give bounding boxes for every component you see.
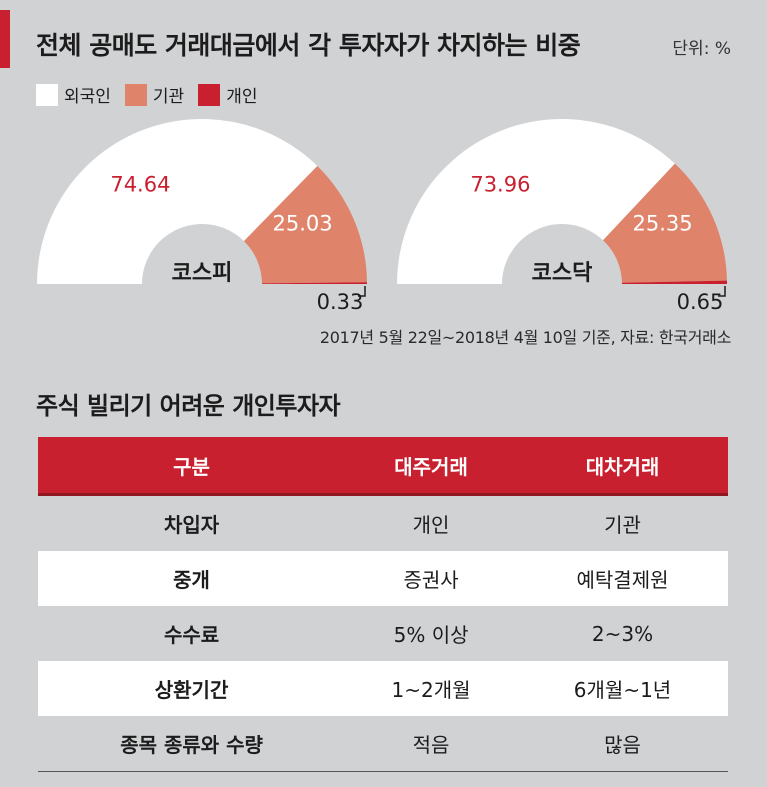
- legend: 외국인 기관 개인: [36, 82, 271, 107]
- table-header-row: 구분 대주거래 대차거래: [38, 437, 728, 495]
- slice-institution: [603, 163, 727, 283]
- leader-line: [358, 286, 366, 297]
- slice-individual: [621, 280, 727, 284]
- row-label: 차입자: [163, 513, 220, 537]
- table-row: 상환기간 1~2개월 6개월~1년: [38, 661, 728, 716]
- row-label: 중개: [173, 568, 210, 592]
- market-label: 코스닥: [532, 261, 593, 286]
- slice-individual: [261, 282, 367, 284]
- cell-stock-lending: 1~2개월: [391, 678, 471, 702]
- legend-swatch-individual: [198, 83, 221, 106]
- unit-label: 단위: %: [672, 39, 731, 59]
- legend-label-individual: 개인: [226, 87, 258, 107]
- value-label-institution: 25.35: [633, 211, 693, 235]
- chart-title: 전체 공매도 거래대금에서 각 투자자가 차지하는 비중: [36, 31, 581, 60]
- leader-line: [718, 286, 726, 297]
- cell-securities-lending: 예탁결제원: [576, 568, 669, 592]
- table-row: 종목 종류와 수량 적음 많음: [38, 716, 728, 772]
- header-stock-lending: 대주거래: [345, 437, 518, 495]
- legend-label-institution: 기관: [152, 87, 185, 107]
- comparison-table: 구분 대주거래 대차거래 차입자 개인 기관 중개 증권사 예탁결제원 수수료 …: [38, 437, 728, 772]
- legend-item-individual: 개인: [198, 82, 257, 107]
- legend-item-institution: 기관: [124, 82, 185, 107]
- slice-institution: [243, 166, 367, 284]
- value-label-individual: 0.65: [677, 290, 724, 314]
- value-label-foreign: 74.64: [110, 172, 170, 196]
- cell-stock-lending: 개인: [412, 513, 450, 537]
- market-label: 코스피: [172, 261, 233, 286]
- row-label: 수수료: [163, 623, 220, 647]
- source-note: 2017년 5월 22일~2018년 4월 10일 기준, 자료: 한국거래소: [319, 328, 731, 347]
- cell-stock-lending: 증권사: [403, 568, 459, 592]
- cell-securities-lending: 2~3%: [591, 621, 654, 646]
- row-label: 종목 종류와 수량: [120, 733, 263, 757]
- half-donut-charts: 74.64 25.03 0.33 코스피 73.96 25.35 0.65 코스닥: [37, 119, 727, 314]
- legend-item-foreign: 외국인: [36, 82, 111, 107]
- cell-securities-lending: 기관: [604, 513, 641, 537]
- slice-foreign: [397, 119, 675, 284]
- legend-label-foreign: 외국인: [64, 87, 111, 107]
- table-title: 주식 빌리기 어려운 개인투자자: [36, 392, 341, 420]
- cell-stock-lending: 적음: [412, 733, 450, 757]
- header-securities-lending: 대차거래: [517, 437, 728, 495]
- row-label: 상환기간: [154, 678, 229, 702]
- slice-foreign: [37, 119, 318, 284]
- value-label-institution: 25.03: [273, 211, 333, 235]
- legend-swatch-foreign: [36, 83, 58, 106]
- cell-stock-lending: 5% 이상: [393, 623, 469, 647]
- cell-securities-lending: 많음: [604, 733, 641, 757]
- header-category: 구분: [38, 437, 346, 495]
- table-row: 수수료 5% 이상 2~3%: [38, 606, 728, 661]
- title-accent-bar: [0, 10, 10, 68]
- table-row: 중개 증권사 예탁결제원: [38, 551, 728, 606]
- table-row: 차입자 개인 기관: [38, 494, 728, 551]
- value-label-foreign: 73.96: [470, 172, 530, 196]
- cell-securities-lending: 6개월~1년: [573, 678, 672, 702]
- legend-swatch-institution: [124, 83, 147, 106]
- value-label-individual: 0.33: [317, 290, 364, 314]
